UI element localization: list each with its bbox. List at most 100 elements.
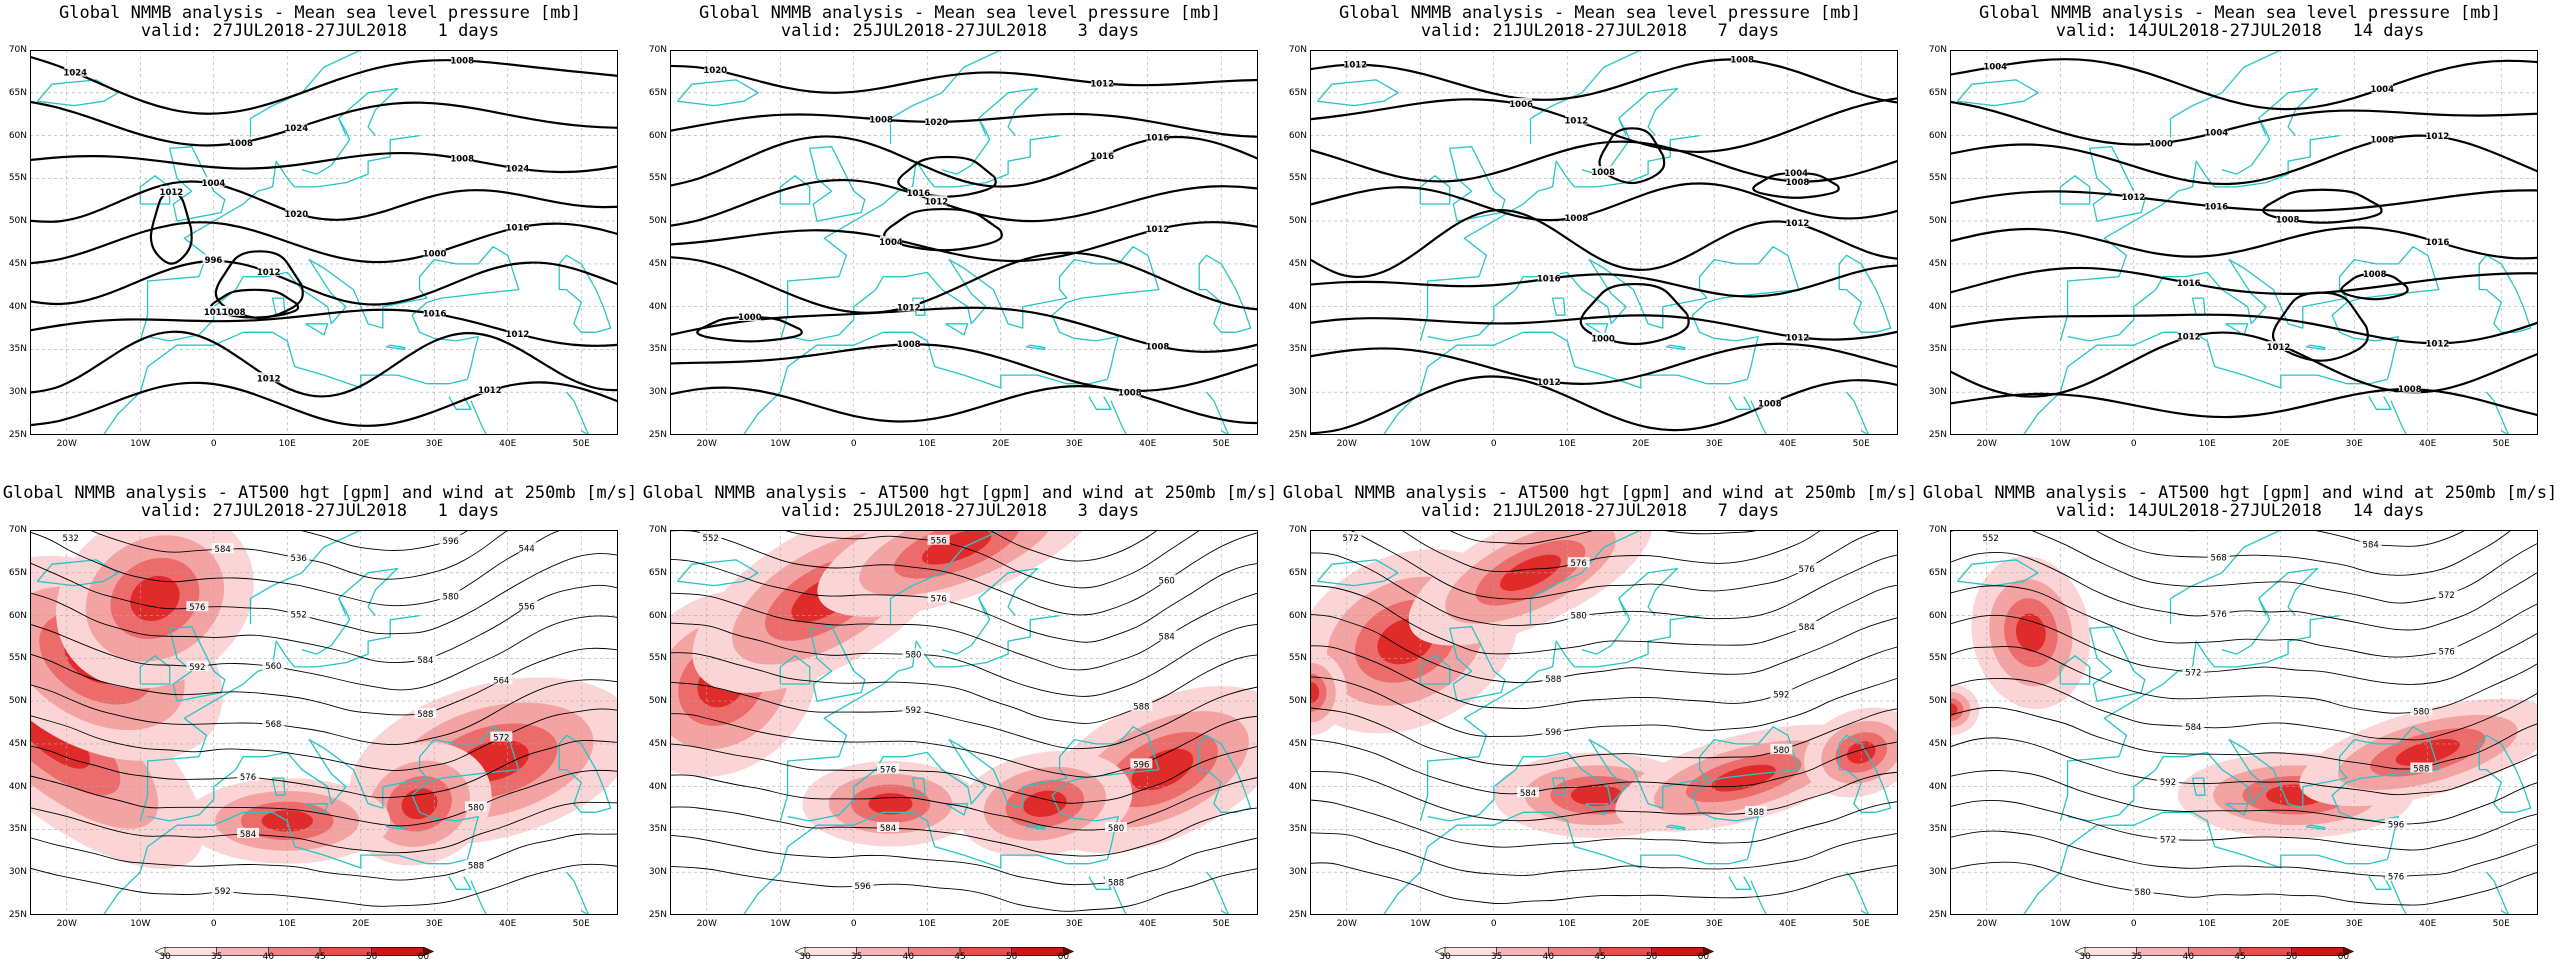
isoline-label-bg	[1155, 574, 1178, 585]
isoline-label: 1008	[897, 340, 921, 350]
isoline-label: 1016	[2177, 279, 2201, 289]
isoline-label-bg	[897, 301, 920, 312]
lat-tick-label: 55N	[8, 653, 27, 664]
colorbar-label: 35	[2130, 952, 2143, 962]
isoline	[30, 739, 618, 799]
map-frame	[1950, 530, 2538, 915]
coastline	[779, 614, 1060, 822]
isoline	[30, 55, 618, 115]
isoline	[1950, 706, 2538, 770]
lat-tick-label: 50N	[8, 216, 27, 227]
isoline	[297, 530, 470, 551]
isoline-label-bg	[1105, 876, 1127, 887]
colorbar-swatches	[154, 946, 435, 957]
coastline	[779, 134, 1060, 342]
isoline-label: 556	[931, 537, 947, 547]
lat-tick-label: 60N	[8, 130, 27, 141]
isoline-label: 1016	[423, 309, 447, 319]
lon-tick-label: 50E	[1852, 439, 1870, 449]
isoline-label-bg	[186, 601, 209, 612]
lat-tick-label: 25N	[1928, 910, 1947, 920]
isoline	[670, 592, 1258, 671]
coastline	[139, 175, 171, 205]
coastline	[1110, 880, 1128, 915]
lon-tick-label: 40E	[2419, 439, 2437, 449]
isoline-label: 576	[2211, 610, 2227, 620]
isoline-label: 1008	[1591, 168, 1615, 178]
lon-tick-label: 10W	[770, 439, 791, 449]
isoline-label: 1012	[506, 330, 530, 340]
lon-tick-label: 20E	[1632, 919, 1650, 929]
coastline	[2368, 396, 2392, 410]
lat-tick-label: 30N	[1928, 867, 1947, 878]
lat-tick-label: 30N	[1928, 387, 1947, 398]
isoline-label: 1020	[285, 210, 309, 220]
lon-tick-label: 10E	[1558, 439, 1576, 449]
map-area: 572 576 576 580 584 588 592 596 580 584 588	[1310, 530, 1898, 915]
isoline-label-bg	[879, 235, 902, 246]
isoline-label-bg	[439, 590, 462, 601]
isoline-label: 1004	[202, 179, 226, 189]
isoline-label-bg	[478, 384, 501, 395]
panel-title: Global NMMB analysis - Mean sea level pr…	[59, 3, 581, 23]
lat-tick-label: 40N	[1928, 301, 1947, 312]
coastline	[1382, 246, 1800, 435]
isoline-label-bg	[1155, 630, 1178, 641]
lon-tick-label: 40E	[1139, 439, 1157, 449]
map-area: 1004 1004 1012 1016 1016 1016 1012 1012 1008 1012…	[1950, 50, 2538, 435]
isoline-label: 1016	[2205, 203, 2229, 213]
isoline	[1310, 770, 1898, 822]
isoline	[670, 64, 1258, 94]
isoline-label: 580	[1571, 612, 1587, 622]
isoline-label-bg	[257, 265, 280, 276]
lat-tick-label: 45N	[1928, 258, 1947, 269]
colorbar-label: 60	[1057, 952, 1070, 962]
isoline-label: 1008	[869, 116, 893, 126]
isoline-label: 572	[1343, 534, 1359, 544]
isoline-label-bg	[1567, 557, 1590, 568]
isoline	[1310, 208, 1898, 279]
isoline-label: 1012	[897, 303, 921, 313]
isoline	[30, 833, 618, 881]
isoline-label-bg	[1146, 131, 1169, 142]
isoline-label: 592	[2160, 778, 2176, 788]
isoline	[1950, 861, 2538, 906]
lon-tick-label: 40E	[499, 919, 517, 929]
isoline-label: 588	[2413, 765, 2429, 775]
wind-colorbar: 30 35 40 45 50 60	[154, 941, 485, 965]
lon-tick-label: 10E	[918, 439, 936, 449]
isoline-label-bg	[59, 532, 82, 542]
map-panel: Global NMMB analysis - AT500 hgt [gpm] a…	[640, 480, 1280, 963]
isoline-label: 1016	[1537, 275, 1561, 285]
isoline-label-bg	[1795, 563, 1818, 574]
isoline-label: 1012	[1786, 219, 1810, 229]
coastline	[1198, 734, 1252, 813]
isoline	[670, 622, 1258, 697]
isoline-label: 592	[215, 887, 231, 897]
lon-tick-label: 50E	[572, 919, 590, 929]
lon-tick-label: 0	[210, 919, 217, 929]
lat-tick-label: 65N	[1928, 87, 1947, 98]
isoline	[1950, 678, 2538, 741]
isoline-label-bg	[1984, 60, 2007, 71]
isoline	[1950, 58, 2538, 111]
isoline-label-bg	[506, 221, 529, 232]
colorbar-label: 35	[1490, 952, 1503, 962]
lat-tick-label: 40N	[1288, 301, 1307, 312]
isoline-label: 1012	[160, 188, 184, 198]
lat-tick-label: 65N	[648, 567, 667, 578]
colorbar-label: 35	[850, 952, 863, 962]
coastline	[1956, 79, 2039, 107]
isoline	[1310, 614, 1898, 684]
coastline	[809, 146, 866, 222]
colorbar-label: 30	[1439, 952, 1451, 962]
lon-tick-label: 0	[2130, 919, 2137, 929]
coastline	[1382, 726, 1800, 915]
lat-tick-label: 45N	[1928, 738, 1947, 749]
lat-tick-label: 50N	[1928, 696, 1947, 707]
isoline	[1950, 189, 2538, 212]
map-panel: Global NMMB analysis - AT500 hgt [gpm] a…	[1920, 480, 2560, 963]
isoline-label-bg	[2122, 190, 2145, 201]
isoline-label-bg	[1745, 806, 1767, 817]
isoline-label: 1012	[478, 386, 502, 396]
